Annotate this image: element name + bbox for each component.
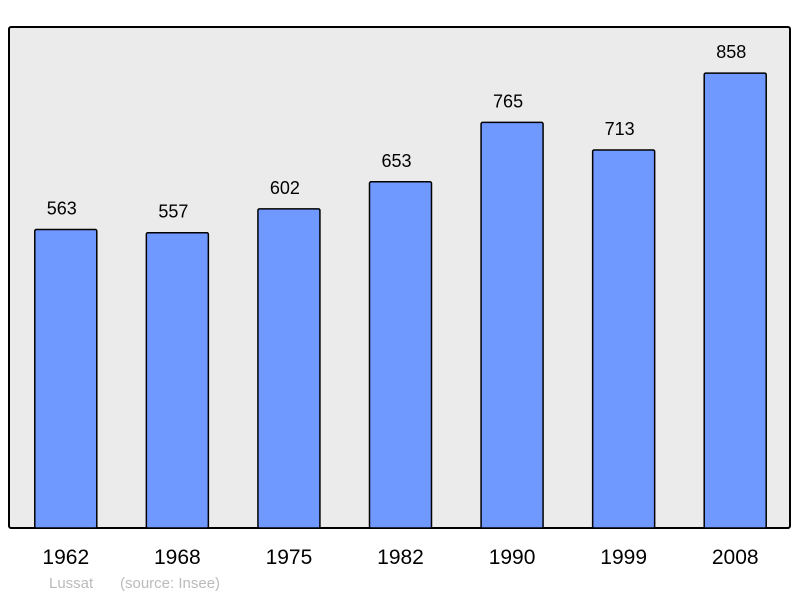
bar-1968 (145, 231, 210, 529)
x-tick-1968: 1968 (154, 546, 201, 569)
bar-1982 (368, 181, 433, 529)
data-label-1999: 713 (605, 119, 635, 139)
x-tick-1999: 1999 (600, 546, 647, 569)
data-label-2008: 858 (716, 42, 746, 62)
x-tick-1962: 1962 (42, 546, 89, 569)
bar-1975 (257, 208, 321, 529)
x-tick-1975: 1975 (266, 546, 313, 569)
x-tick-2008: 2008 (712, 546, 759, 569)
footer-place: Lussat (49, 575, 94, 592)
bar-1999 (591, 149, 656, 529)
data-label-1975: 602 (270, 178, 300, 198)
x-tick-1990: 1990 (489, 546, 536, 569)
data-label-1962: 563 (47, 199, 77, 219)
x-tick-1982: 1982 (377, 546, 424, 569)
data-label-1982: 653 (381, 151, 411, 171)
bar-1962 (34, 228, 98, 529)
data-label-1990: 765 (493, 91, 523, 111)
bar-2008 (703, 72, 767, 529)
bar-1990 (480, 121, 544, 529)
data-label-1968: 557 (158, 202, 188, 222)
footer-source: (source: Insee) (120, 575, 221, 592)
